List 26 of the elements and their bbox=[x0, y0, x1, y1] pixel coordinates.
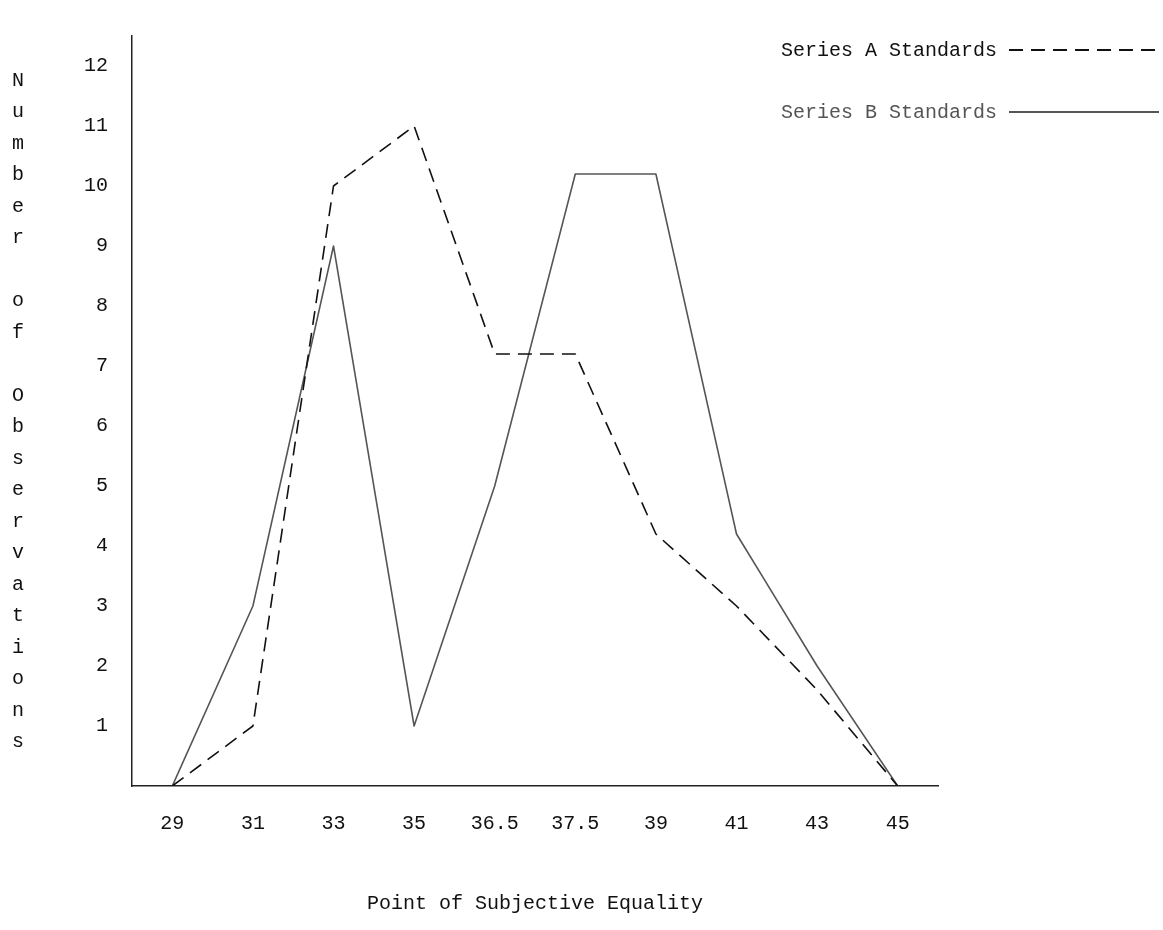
x-tick-label: 35 bbox=[402, 812, 427, 836]
x-tick-label: 45 bbox=[885, 812, 910, 836]
y-tick-label: 11 bbox=[83, 114, 108, 138]
y-tick-label: 12 bbox=[83, 54, 108, 78]
x-tick-label: 39 bbox=[643, 812, 668, 836]
y-tick-label: 9 bbox=[95, 234, 108, 258]
y-tick-label: 8 bbox=[95, 294, 108, 318]
text: Number of Observations bbox=[11, 68, 25, 754]
x-tick-label: 31 bbox=[240, 812, 265, 836]
y-tick-label: 4 bbox=[95, 534, 108, 558]
y-tick-label: 5 bbox=[95, 474, 108, 498]
x-tick-label: 37.5 bbox=[551, 812, 600, 836]
text: Series B Standards bbox=[780, 100, 997, 124]
y-tick-label: 7 bbox=[95, 354, 108, 378]
x-tick-label: 29 bbox=[160, 812, 185, 836]
x-tick-label: 36.5 bbox=[470, 812, 519, 836]
text: Series A Standards bbox=[780, 38, 997, 62]
y-tick-label: 2 bbox=[95, 654, 108, 678]
x-tick-label: 41 bbox=[724, 812, 749, 836]
x-tick-label: 43 bbox=[805, 812, 830, 836]
y-tick-label: 1 bbox=[95, 714, 108, 738]
x-tick-label: 33 bbox=[321, 812, 346, 836]
x-axis-title: Point of Subjective Equality bbox=[366, 892, 704, 916]
y-tick-label: 6 bbox=[95, 414, 108, 438]
y-tick-label: 3 bbox=[95, 594, 108, 618]
y-tick-label: 10 bbox=[83, 174, 108, 198]
